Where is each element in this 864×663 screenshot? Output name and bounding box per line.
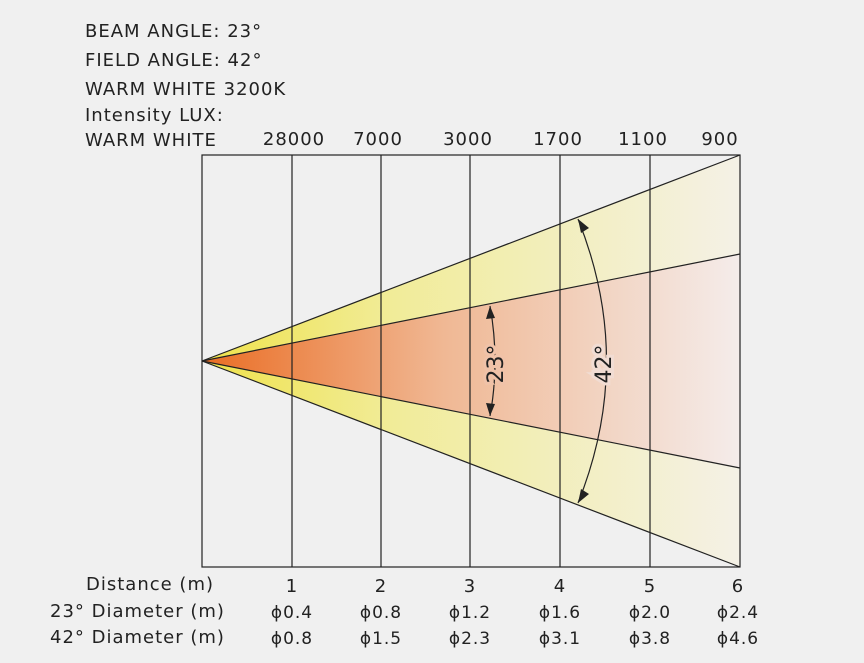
- beam-arc-arrow-top: [486, 306, 495, 319]
- field-diameter-1: ϕ0.8: [270, 629, 314, 649]
- field-diameter-6: ϕ4.6: [716, 629, 760, 649]
- field-arc-arrow-top: [578, 219, 589, 233]
- lux-value-4m: 1700: [533, 129, 583, 150]
- distance-3: 3: [463, 576, 477, 597]
- beam-diameter-label: 23° Diameter (m): [50, 601, 225, 622]
- beam-diameter-1: ϕ0.4: [270, 603, 314, 623]
- lux-value-3m: 3000: [443, 129, 493, 150]
- field-diameter-5: ϕ3.8: [628, 629, 672, 649]
- distance-label: Distance (m): [86, 574, 215, 595]
- distance-5: 5: [643, 576, 657, 597]
- field-angle-arc: [577, 218, 608, 504]
- beam-diameter-4: ϕ1.6: [538, 603, 582, 623]
- beam-diameter-2: ϕ0.8: [359, 603, 403, 623]
- distance-2: 2: [374, 576, 388, 597]
- field-diameter-4: ϕ3.1: [538, 629, 582, 649]
- field-diameter-3: ϕ2.3: [448, 629, 492, 649]
- beam-diameter-5: ϕ2.0: [628, 603, 672, 623]
- beam-angle-value: 23°: [484, 345, 509, 384]
- field-angle-value: 42°: [592, 345, 617, 384]
- field-angle-label: FIELD ANGLE: 42°: [85, 50, 263, 71]
- cone-edges: [201, 154, 741, 568]
- lux-value-5m: 1100: [618, 129, 668, 150]
- beam-diameter-3: ϕ1.2: [448, 603, 492, 623]
- field-diameter-2: ϕ1.5: [359, 629, 403, 649]
- intensity-title: Intensity LUX:: [85, 105, 224, 126]
- field-arc-arrow-bottom: [578, 489, 589, 503]
- beam-angle-label: BEAM ANGLE: 23°: [85, 21, 263, 42]
- distance-4: 4: [553, 576, 567, 597]
- lux-value-6m: 900: [701, 129, 739, 150]
- distance-1: 1: [285, 576, 299, 597]
- color-temperature-label: WARM WHITE 3200K: [85, 79, 287, 100]
- lux-value-2m: 7000: [353, 129, 403, 150]
- beam-diameter-6: ϕ2.4: [716, 603, 760, 623]
- lux-value-1m: 28000: [262, 129, 326, 150]
- intensity-row-label: WARM WHITE: [85, 130, 217, 151]
- beam-arc-arrow-bottom: [486, 403, 495, 416]
- field-diameter-label: 42° Diameter (m): [50, 627, 225, 648]
- distance-6: 6: [731, 576, 745, 597]
- beam-angle-cone: [202, 254, 740, 468]
